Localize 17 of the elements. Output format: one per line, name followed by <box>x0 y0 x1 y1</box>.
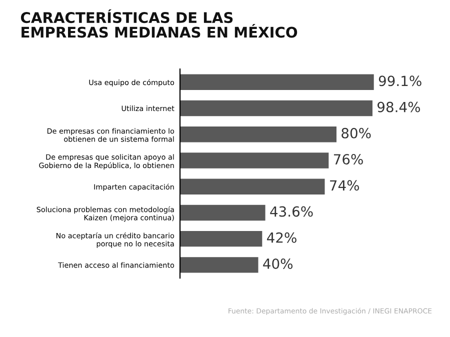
bar <box>180 74 374 90</box>
data-label: 42% <box>267 232 296 243</box>
data-label: 76% <box>334 154 363 165</box>
bar <box>180 204 266 221</box>
bar <box>180 100 372 116</box>
bar <box>180 257 258 273</box>
bar <box>180 231 262 247</box>
data-label: 43.6% <box>270 206 313 217</box>
data-label: 98.4% <box>378 102 420 112</box>
data-label: 99.1% <box>378 76 422 86</box>
chart-title: CARACTERÍSTICAS DE LAS EMPRESAS MEDIANAS EN MÉXICO <box>20 9 298 38</box>
data-label: 40% <box>263 258 293 269</box>
bar <box>180 126 336 142</box>
data-label: 74% <box>330 180 360 191</box>
bar <box>180 178 325 194</box>
data-label: 80% <box>342 128 371 138</box>
bar <box>180 152 329 168</box>
